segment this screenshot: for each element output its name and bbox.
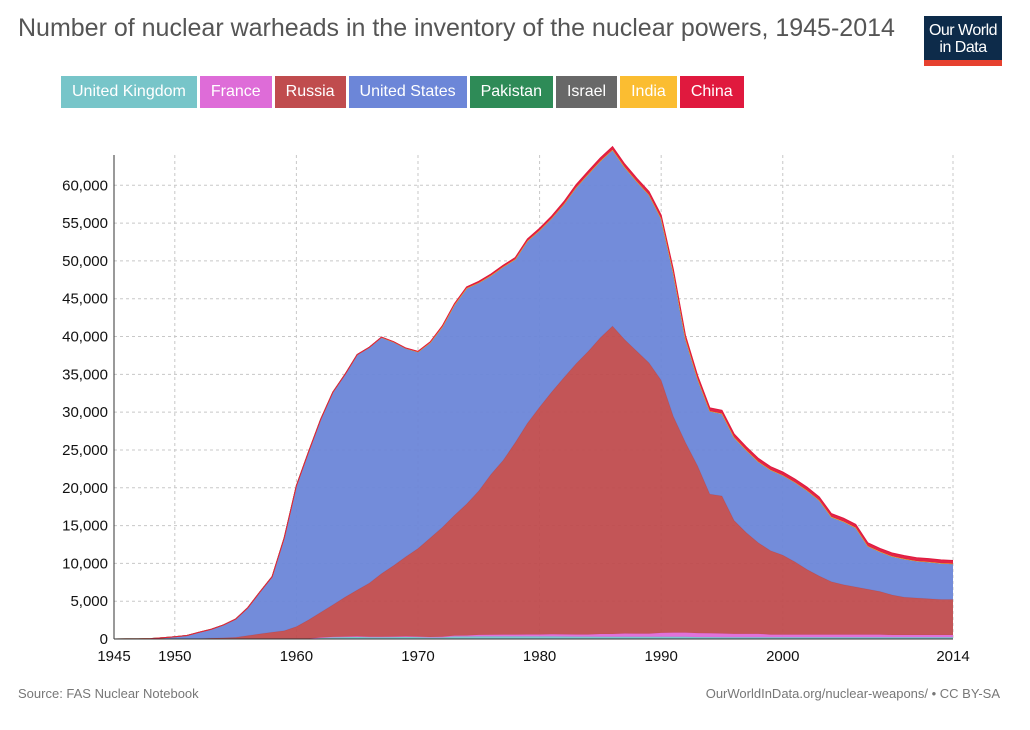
our-world-in-data-logo[interactable]: Our World in Data [924,16,1002,66]
legend-item-pakistan[interactable]: Pakistan [469,76,553,108]
y-tick-label: 60,000 [62,177,108,194]
area-russia [114,326,953,639]
y-tick-label: 25,000 [62,442,108,459]
source-note: Source: FAS Nuclear Notebook [18,686,199,701]
logo-line-2: in Data [939,39,987,56]
chart-title: Number of nuclear warheads in the invent… [18,14,895,42]
y-tick-label: 15,000 [62,518,108,535]
legend-item-china[interactable]: China [679,76,744,108]
legend-item-israel[interactable]: Israel [555,76,618,108]
legend-item-united-kingdom[interactable]: United Kingdom [61,76,197,108]
y-tick-label: 40,000 [62,329,108,346]
x-tick-label: 1990 [644,648,677,665]
legend: United Kingdom France Russia United States P… [61,76,744,108]
legend-item-france[interactable]: France [199,76,272,108]
logo-line-1: Our World [928,22,998,39]
y-tick-label: 10,000 [62,555,108,572]
x-tick-label: 1950 [158,648,191,665]
y-tick-label: 55,000 [62,215,108,232]
y-tick-label: 0 [100,631,108,648]
y-tick-label: 5,000 [70,593,108,610]
license-link[interactable]: OurWorldInData.org/nuclear-weapons/ • CC… [705,686,1000,701]
legend-item-russia[interactable]: Russia [274,76,346,108]
legend-item-india[interactable]: India [620,76,677,108]
x-tick-label: 2014 [936,648,969,665]
x-tick-label: 1970 [401,648,434,665]
x-tick-label: 1960 [280,648,313,665]
line-china [113,145,954,640]
y-tick-label: 20,000 [62,480,108,497]
y-tick-label: 50,000 [62,253,108,270]
legend-item-united-states[interactable]: United States [348,76,467,108]
y-tick-label: 30,000 [62,404,108,421]
area-united-kingdom [114,636,953,639]
area-united-states [114,149,953,640]
stacked-area-chart: 0 5,000 10,000 15,000 20,000 25,000 30,000 35,0… [62,145,970,665]
x-tick-label: 1980 [523,648,556,665]
y-tick-label: 35,000 [62,366,108,383]
y-tick-label: 45,000 [62,291,108,308]
x-tick-label: 2000 [766,648,799,665]
x-tick-label: 1945 [97,648,130,665]
